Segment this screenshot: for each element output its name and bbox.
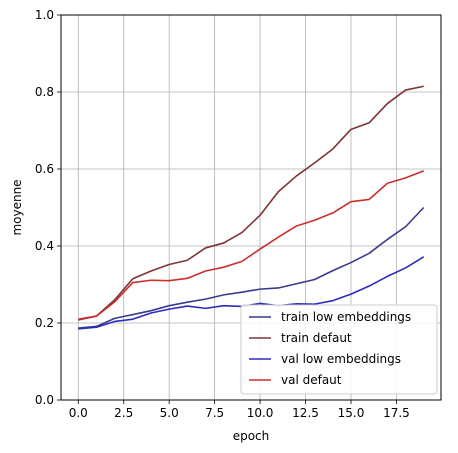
plot-frame — [60, 14, 442, 401]
x-tick-label: 7.5 — [205, 406, 224, 420]
legend-entry: val low embeddings — [281, 352, 401, 366]
y-tick-label: 0.2 — [35, 316, 54, 330]
legend-box — [240, 304, 438, 395]
x-tick-label: 2.5 — [114, 406, 133, 420]
series-line — [78, 170, 425, 320]
legend-entry: val defaut — [281, 373, 342, 387]
x-axis-label: epoch — [233, 429, 270, 443]
series-line — [78, 206, 425, 329]
y-axis-label: moyenne — [10, 179, 24, 235]
x-tick-label: 17.5 — [383, 406, 410, 420]
legend: train low embeddings train defaut val low … — [240, 304, 438, 395]
x-tick-label: 12.5 — [292, 406, 319, 420]
y-tick-label: 0.6 — [35, 162, 54, 176]
y-tick-label: 0.8 — [35, 85, 54, 99]
axis-ticks: 0.0 2.5 5.0 7.5 10.0 12.5 15.0 17.5 0.0 0.2 0.4 0.6… — [35, 8, 410, 420]
legend-entry: train defaut — [281, 331, 352, 345]
legend-entry: train low embeddings — [281, 310, 411, 324]
x-tick-label: 10.0 — [247, 406, 274, 420]
x-tick-label: 5.0 — [160, 406, 179, 420]
x-tick-label: 0.0 — [69, 406, 88, 420]
y-tick-label: 0.4 — [35, 239, 54, 253]
y-tick-label: 1.0 — [35, 8, 54, 22]
series-line — [78, 85, 424, 321]
x-tick-label: 15.0 — [338, 406, 365, 420]
series-layer — [78, 85, 425, 330]
y-tick-label: 0.0 — [35, 393, 54, 407]
